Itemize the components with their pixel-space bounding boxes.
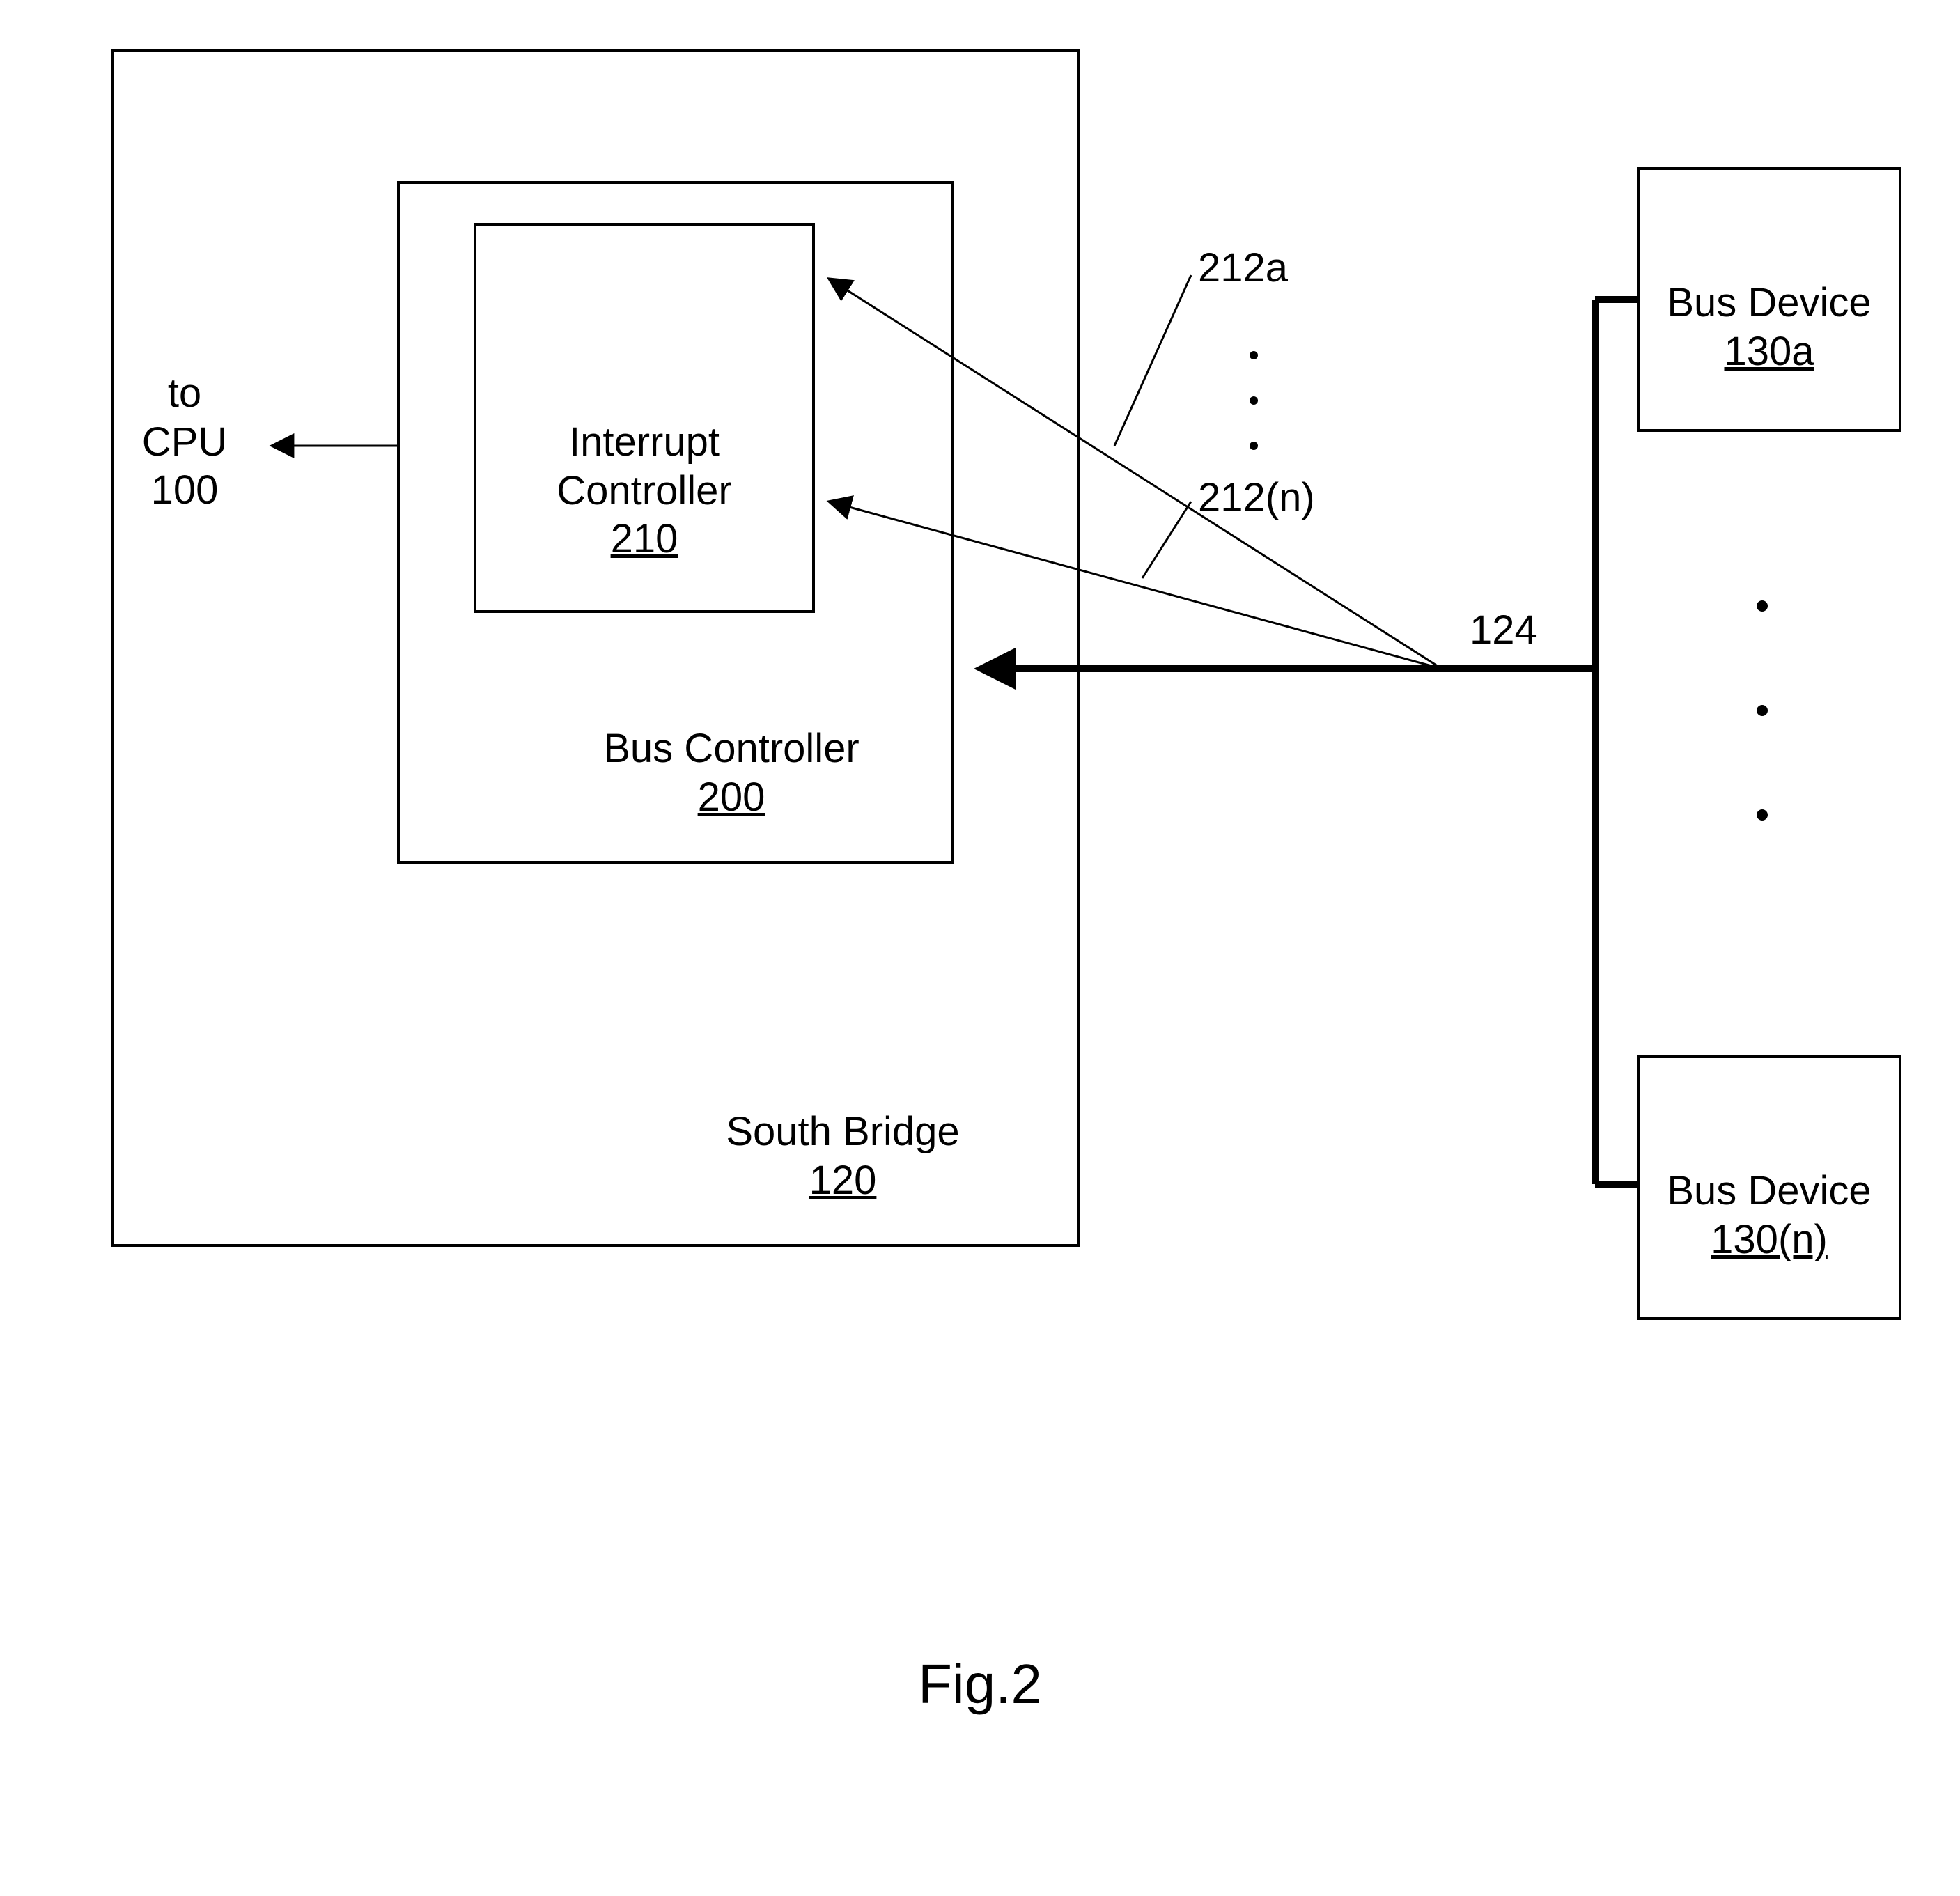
interrupt-controller-title: Interrupt Controller 210 bbox=[474, 418, 815, 564]
signal-dot-1 bbox=[1250, 351, 1258, 359]
bus-device-a-title: Bus Device 130a bbox=[1637, 279, 1901, 375]
figure-caption: Fig.2 bbox=[0, 1651, 1960, 1718]
bus-device-n-title: Bus Device 130(n) bbox=[1637, 1167, 1901, 1264]
figure-caption-text: Fig.2 bbox=[918, 1653, 1042, 1715]
label-212n: 212(n) bbox=[1198, 474, 1379, 522]
leader-212n bbox=[1142, 502, 1191, 578]
south-bridge-title: South Bridge 120 bbox=[648, 1108, 1038, 1204]
leader-212a bbox=[1114, 275, 1191, 446]
interrupt-controller-title-line1: Interrupt bbox=[569, 419, 720, 465]
label-212n-text: 212(n) bbox=[1198, 475, 1315, 520]
bus-controller-title-text: Bus Controller bbox=[603, 726, 859, 771]
bus-controller-ref: 200 bbox=[698, 775, 765, 820]
bus-device-n-ref: 130(n) bbox=[1711, 1217, 1828, 1262]
busdev-dot-2 bbox=[1757, 705, 1768, 716]
label-212a-text: 212a bbox=[1198, 245, 1288, 290]
diagram-canvas: South Bridge 120 Bus Controller 200 Inte… bbox=[0, 0, 1960, 1896]
signal-dot-2 bbox=[1250, 396, 1258, 405]
to-cpu-ref: 100 bbox=[151, 467, 219, 513]
bus-device-a-title-text: Bus Device bbox=[1667, 280, 1871, 325]
bus-device-a-ref: 130a bbox=[1724, 329, 1814, 374]
busdev-dot-3 bbox=[1757, 809, 1768, 821]
busdev-dot-1 bbox=[1757, 600, 1768, 612]
to-cpu-label: to CPU 100 bbox=[118, 369, 251, 515]
interrupt-controller-title-line2: Controller bbox=[557, 468, 731, 513]
bus-controller-title: Bus Controller 200 bbox=[536, 724, 926, 821]
interrupt-controller-ref: 210 bbox=[611, 516, 678, 561]
south-bridge-ref: 120 bbox=[809, 1158, 877, 1203]
to-cpu-line2: CPU bbox=[142, 419, 227, 465]
south-bridge-title-text: South Bridge bbox=[726, 1109, 959, 1154]
label-212a: 212a bbox=[1198, 244, 1379, 293]
bus-device-n-title-text: Bus Device bbox=[1667, 1168, 1871, 1213]
signal-dot-3 bbox=[1250, 442, 1258, 450]
label-124-text: 124 bbox=[1470, 607, 1537, 653]
label-124: 124 bbox=[1470, 606, 1595, 655]
to-cpu-line1: to bbox=[168, 371, 201, 416]
